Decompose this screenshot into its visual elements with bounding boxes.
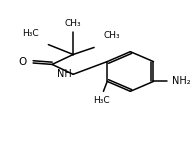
Text: O: O <box>18 57 27 67</box>
Text: NH₂: NH₂ <box>172 76 190 86</box>
Text: H₃C: H₃C <box>22 28 39 37</box>
Text: CH₃: CH₃ <box>65 19 82 28</box>
Text: CH₃: CH₃ <box>104 31 120 40</box>
Text: H₃C: H₃C <box>93 96 110 105</box>
Text: NH: NH <box>58 69 72 79</box>
